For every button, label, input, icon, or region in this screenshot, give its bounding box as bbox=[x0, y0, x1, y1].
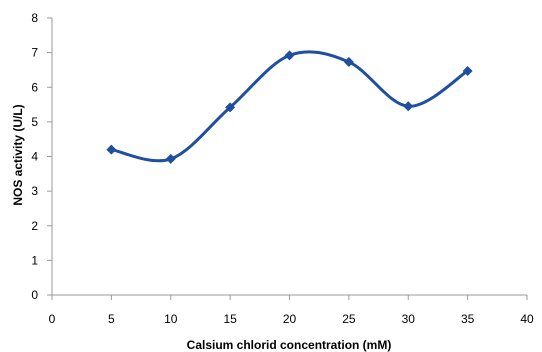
x-tick-label: 35 bbox=[461, 312, 475, 326]
x-tick-label: 10 bbox=[164, 312, 178, 326]
axes bbox=[47, 17, 528, 300]
y-tick-label: 2 bbox=[31, 219, 38, 233]
y-tick-label: 5 bbox=[31, 115, 38, 129]
y-tick-label: 8 bbox=[31, 11, 38, 25]
data-point-marker bbox=[165, 153, 176, 164]
x-tick-labels: 0 5 10 15 20 25 30 35 40 bbox=[49, 312, 534, 326]
y-tick-label: 3 bbox=[31, 184, 38, 198]
y-tick-labels: 0 1 2 3 4 5 6 7 8 bbox=[31, 11, 38, 302]
x-tick-label: 25 bbox=[342, 312, 356, 326]
x-tick-label: 30 bbox=[402, 312, 416, 326]
x-tick-label: 5 bbox=[108, 312, 115, 326]
data-point-marker bbox=[106, 144, 117, 155]
series-line bbox=[111, 50, 469, 163]
x-tick-label: 0 bbox=[49, 312, 56, 326]
y-tick-label: 6 bbox=[31, 80, 38, 94]
data-point-marker bbox=[343, 56, 354, 67]
x-tick-label: 15 bbox=[223, 312, 237, 326]
data-markers bbox=[106, 50, 473, 164]
x-tick-label: 20 bbox=[283, 312, 297, 326]
data-point-marker bbox=[225, 102, 236, 113]
y-tick-label: 7 bbox=[31, 46, 38, 60]
y-tick-label: 1 bbox=[31, 253, 38, 267]
x-axis-title: Calsium chlorid concentration (mM) bbox=[187, 338, 392, 352]
x-tick-label: 40 bbox=[520, 312, 534, 326]
data-point-marker bbox=[403, 101, 414, 112]
data-point-marker bbox=[462, 65, 473, 76]
y-axis-title: NOS activity (U/L) bbox=[11, 104, 25, 205]
y-tick-label: 4 bbox=[31, 150, 38, 164]
data-point-marker bbox=[284, 50, 295, 61]
y-tick-label: 0 bbox=[31, 288, 38, 302]
